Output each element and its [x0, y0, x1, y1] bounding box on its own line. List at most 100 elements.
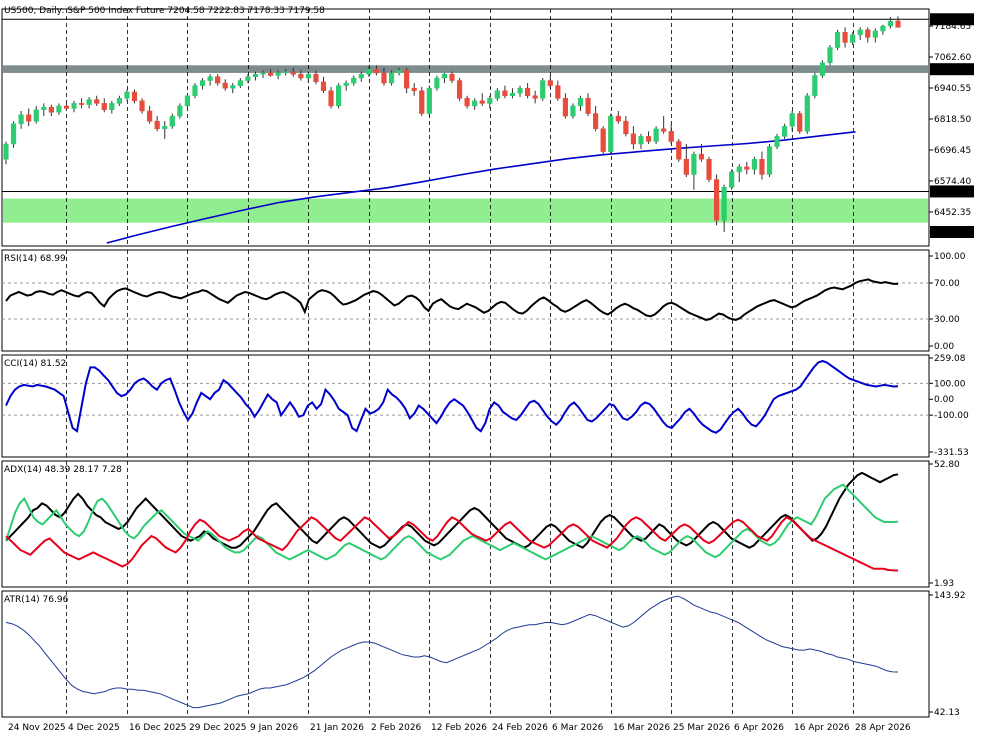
candle-body — [865, 29, 871, 38]
candle-body — [396, 70, 402, 74]
candle-body — [729, 171, 735, 188]
cci-panel-frame — [1, 354, 930, 458]
indicator-tick-label: 42.13 — [934, 708, 960, 718]
candle-body — [509, 92, 516, 97]
candle-body — [336, 85, 342, 107]
support-band — [3, 198, 928, 223]
candle-body — [237, 80, 243, 86]
indicator-tick-label: -331.53 — [934, 448, 969, 458]
candle-body — [887, 20, 894, 27]
price-label-text: 6533.12 — [933, 187, 970, 197]
candle-body — [116, 98, 122, 104]
candle-body — [267, 72, 274, 76]
indicator-tick-label: 100.00 — [934, 252, 966, 262]
indicator-tick-label: 100.00 — [934, 379, 966, 389]
x-axis-label: 16 Mar 2026 — [613, 723, 670, 733]
candle-body — [48, 106, 54, 113]
candle-body — [283, 71, 289, 74]
indicator-tick-label: 0.00 — [934, 342, 954, 352]
candle-body — [3, 143, 9, 160]
candle-body — [109, 103, 115, 110]
indicator-tick-label: 143.92 — [934, 591, 966, 601]
candle-body — [698, 153, 705, 160]
candle-body — [744, 166, 750, 170]
candle-body — [472, 100, 478, 107]
candle-body — [880, 25, 886, 32]
candle-body — [78, 103, 85, 105]
indicator-title: ADX(14) 48.39 28.17 7.28 — [4, 465, 122, 475]
candle-body — [86, 99, 92, 105]
candle-body — [18, 114, 24, 124]
candle-body — [320, 81, 327, 91]
candle-body — [683, 158, 689, 175]
candle-body — [555, 85, 561, 99]
candle-body — [56, 105, 62, 113]
indicator-tick-label: 70.00 — [934, 279, 960, 289]
indicator-line — [5, 471, 899, 549]
candle-body — [645, 136, 652, 142]
indicator-tick-label: 259.08 — [934, 354, 966, 364]
indicator-title: RSI(14) 68.99 — [4, 254, 66, 264]
candle-body — [411, 87, 417, 91]
candle-body — [872, 30, 878, 38]
price-tick-label: 6940.55 — [934, 84, 971, 94]
candle-body — [691, 153, 697, 175]
candle-body — [366, 68, 372, 75]
candle-body — [751, 158, 757, 170]
candle-body — [608, 115, 614, 152]
candle-body — [540, 80, 546, 99]
candle-body — [290, 71, 296, 75]
candle-body — [313, 73, 319, 83]
candle-body — [653, 128, 659, 142]
candle-body — [638, 136, 644, 145]
candle-body — [94, 99, 100, 104]
price-label-text: 6373.41 — [933, 228, 970, 238]
x-axis-label: 12 Feb 2026 — [431, 723, 487, 733]
candle-body — [328, 90, 334, 107]
price-tick-label: 6452.35 — [934, 208, 971, 218]
indicator-title: CCI(14) 81.52 — [4, 359, 66, 369]
candle-body — [26, 114, 32, 122]
candle-body — [199, 80, 206, 86]
candle-body — [426, 87, 432, 114]
price-tick-label: 6696.45 — [934, 146, 971, 156]
candle-body — [547, 80, 553, 86]
candle-body — [804, 95, 810, 132]
price-tick-label: 6818.50 — [934, 115, 971, 125]
x-axis-label: 25 Mar 2026 — [673, 723, 730, 733]
candle-body — [585, 98, 591, 114]
x-axis-label: 24 Feb 2026 — [492, 723, 548, 733]
candle-body — [305, 73, 311, 79]
candle-body — [600, 128, 606, 152]
price-label-box — [930, 13, 974, 26]
candle-body — [562, 98, 568, 117]
x-axis-label: 16 Dec 2025 — [129, 723, 187, 733]
candle-body — [33, 109, 39, 122]
indicator-tick-label: -100.00 — [934, 411, 969, 421]
x-axis-label: 29 Dec 2025 — [189, 723, 247, 733]
candle-body — [373, 68, 380, 74]
candle-body — [449, 73, 455, 81]
candle-body — [721, 186, 727, 221]
candle-body — [517, 87, 523, 94]
price-label-text: 7211.36 — [933, 15, 970, 25]
x-axis-label: 21 Jan 2026 — [310, 723, 364, 733]
candle-body — [895, 20, 901, 28]
candle-body — [676, 141, 682, 160]
price-label-box — [930, 63, 974, 76]
indicator-line — [5, 595, 899, 709]
candle-body — [532, 95, 538, 99]
candle-body — [358, 73, 364, 79]
candle-body — [230, 85, 236, 89]
candle-body — [177, 105, 183, 117]
candle-body — [834, 32, 841, 48]
candle-body — [184, 95, 191, 107]
candle-body — [850, 34, 856, 43]
x-axis-label: 6 Apr 2026 — [734, 723, 784, 733]
candle-body — [706, 158, 712, 180]
candle-body — [381, 72, 387, 84]
candle-body — [207, 76, 213, 81]
indicator-title: ATR(14) 76.96 — [4, 595, 69, 605]
